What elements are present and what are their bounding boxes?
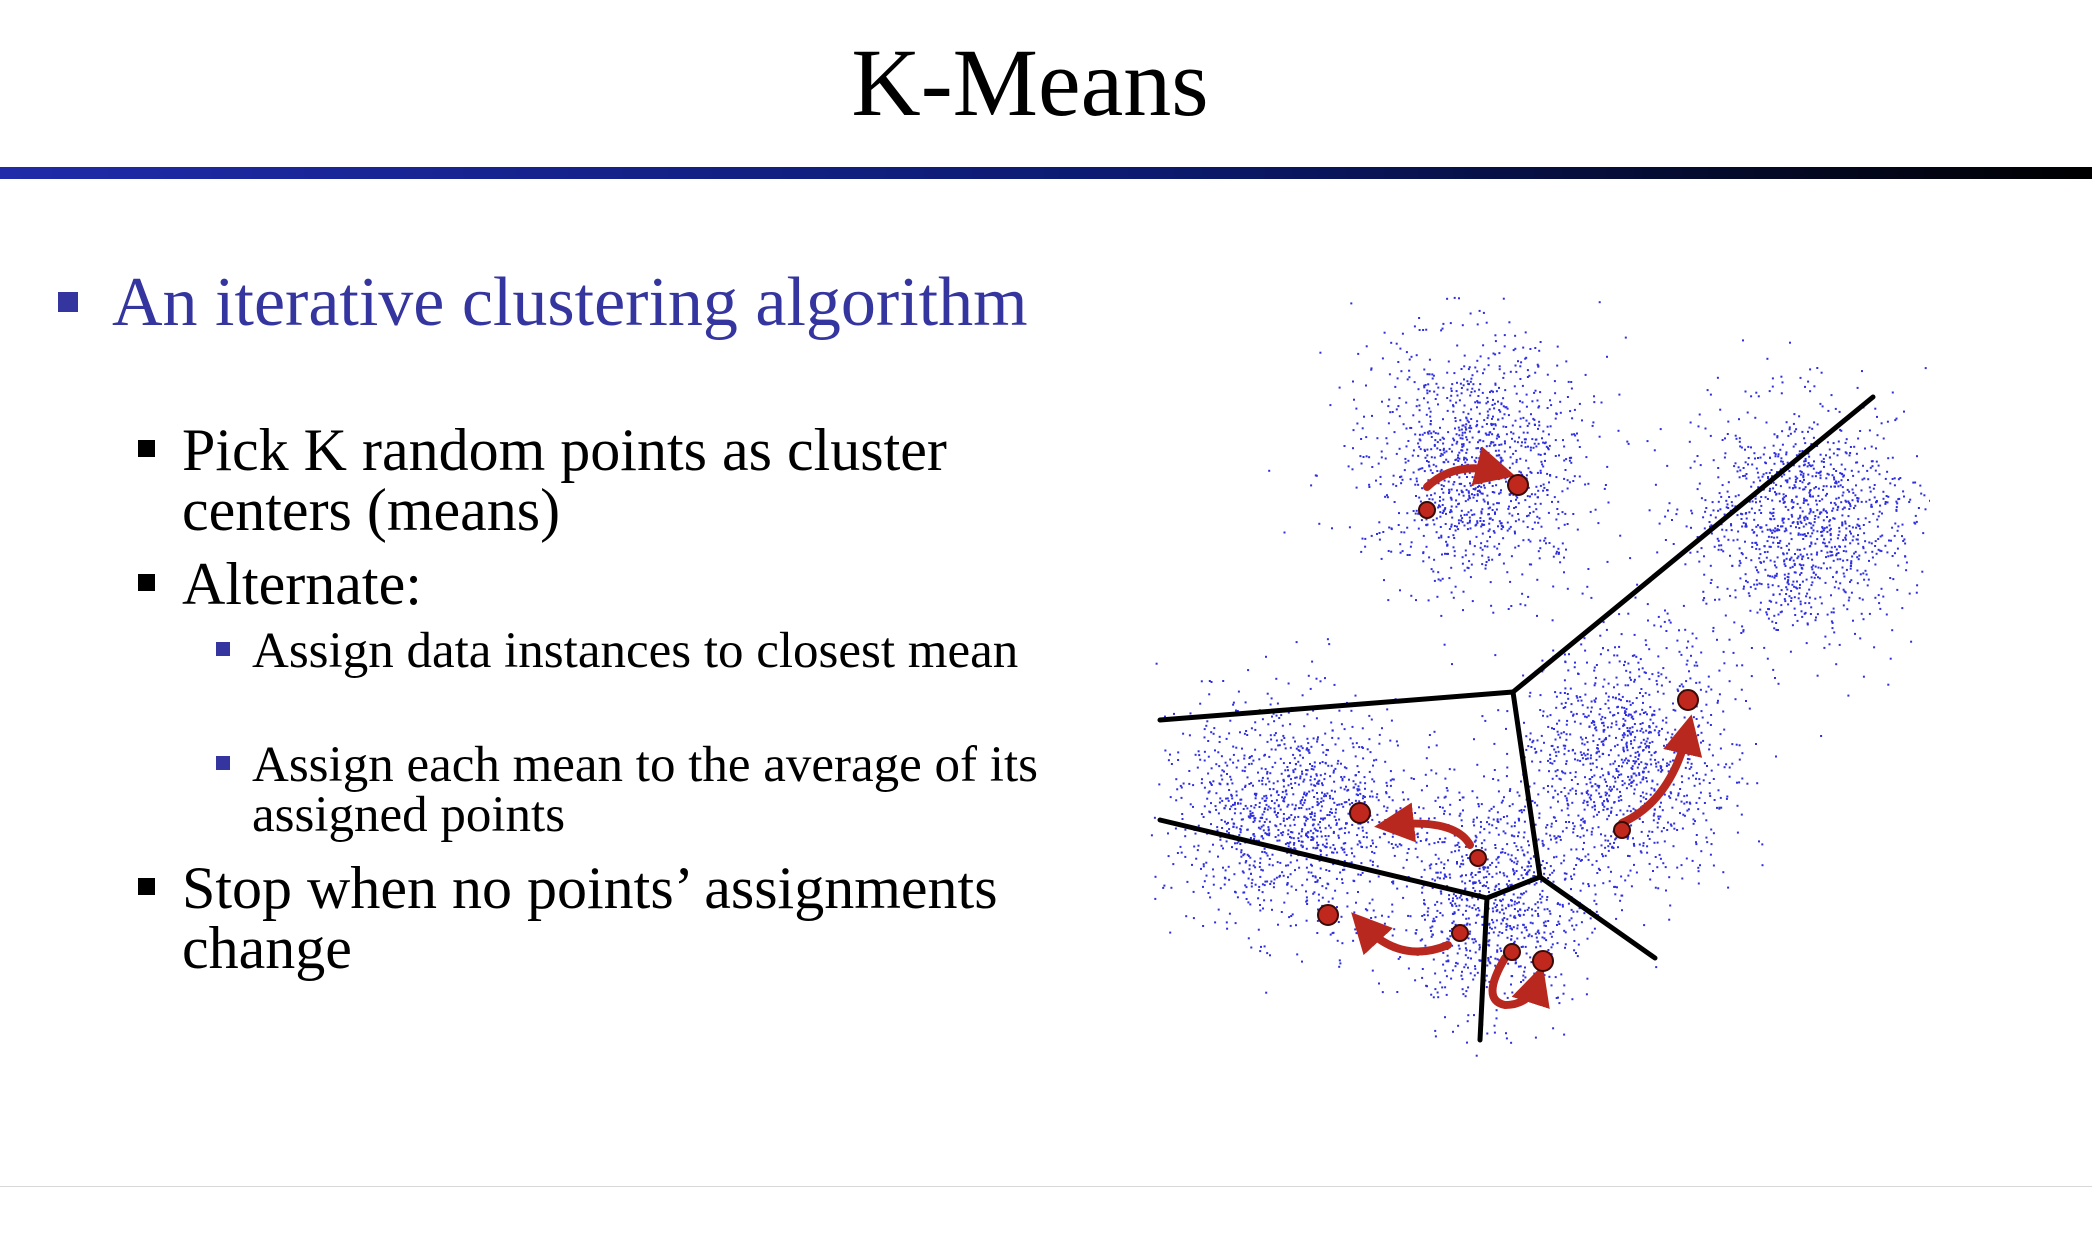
- bullet-assign-means: Assign each mean to the average of its a…: [216, 737, 1112, 843]
- bullet-text: Assign data instances to closest mean: [252, 623, 1019, 679]
- movement-arrow: [1374, 802, 1474, 849]
- boundary-line: [1157, 817, 1490, 901]
- bullet-alternate: Alternate:: [138, 551, 1102, 617]
- bullet-text: Alternate:: [182, 551, 422, 617]
- bullet-square-icon: [138, 574, 155, 591]
- cluster-mean-dot: [1469, 849, 1487, 867]
- voronoi-boundaries: [1157, 394, 1876, 1043]
- cluster-mean-dot: [1532, 950, 1554, 972]
- bottom-rule: [0, 1186, 2092, 1187]
- bullet-square-icon: [216, 756, 230, 770]
- boundary-line: [1477, 895, 1490, 1043]
- cluster-mean-dot: [1418, 501, 1436, 519]
- mean-movement-arrows: [1351, 446, 1703, 1010]
- cluster-mean-dot: [1677, 689, 1699, 711]
- movement-arrow: [1423, 446, 1516, 491]
- cluster-means: [1317, 474, 1699, 972]
- cluster-mean-dot: [1613, 821, 1631, 839]
- boundary-line: [1510, 689, 1543, 880]
- boundary-line: [1157, 689, 1516, 723]
- movement-arrow: [1488, 954, 1550, 1010]
- slide-title: K-Means: [851, 29, 1209, 136]
- cluster-mean-dot: [1317, 904, 1339, 926]
- bullet-text: An iterative clustering algorithm: [112, 264, 1028, 341]
- bullet-iterative-clustering: An iterative clustering algorithm: [58, 268, 1112, 338]
- bullet-pick-k-points: Pick K random points as cluster centers …: [138, 417, 1102, 543]
- title-rule: [0, 167, 2092, 179]
- bullet-text: Assign each mean to the average of its a…: [252, 737, 1038, 843]
- boundary-line: [1537, 874, 1658, 961]
- boundary-line: [1510, 394, 1876, 695]
- bullet-square-icon: [138, 878, 155, 895]
- cluster-mean-dot: [1507, 474, 1529, 496]
- bullet-text: Stop when no points’ assignments change: [182, 855, 998, 981]
- cluster-mean-dot: [1451, 924, 1469, 942]
- cluster-mean-dot: [1503, 943, 1521, 961]
- bullet-stop-condition: Stop when no points’ assignments change: [138, 855, 1102, 981]
- bullet-square-icon: [58, 292, 78, 312]
- movement-arrow: [1351, 912, 1452, 956]
- boundary-line: [1484, 874, 1543, 901]
- movement-arrow: [1618, 714, 1703, 827]
- bullet-square-icon: [216, 642, 230, 656]
- bullet-assign-instances: Assign data instances to closest mean: [216, 623, 1112, 679]
- cluster-mean-dot: [1349, 802, 1371, 824]
- bullet-square-icon: [138, 440, 155, 457]
- bullet-text: Pick K random points as cluster centers …: [182, 417, 947, 543]
- kmeans-cluster-diagram: [1150, 296, 1930, 1057]
